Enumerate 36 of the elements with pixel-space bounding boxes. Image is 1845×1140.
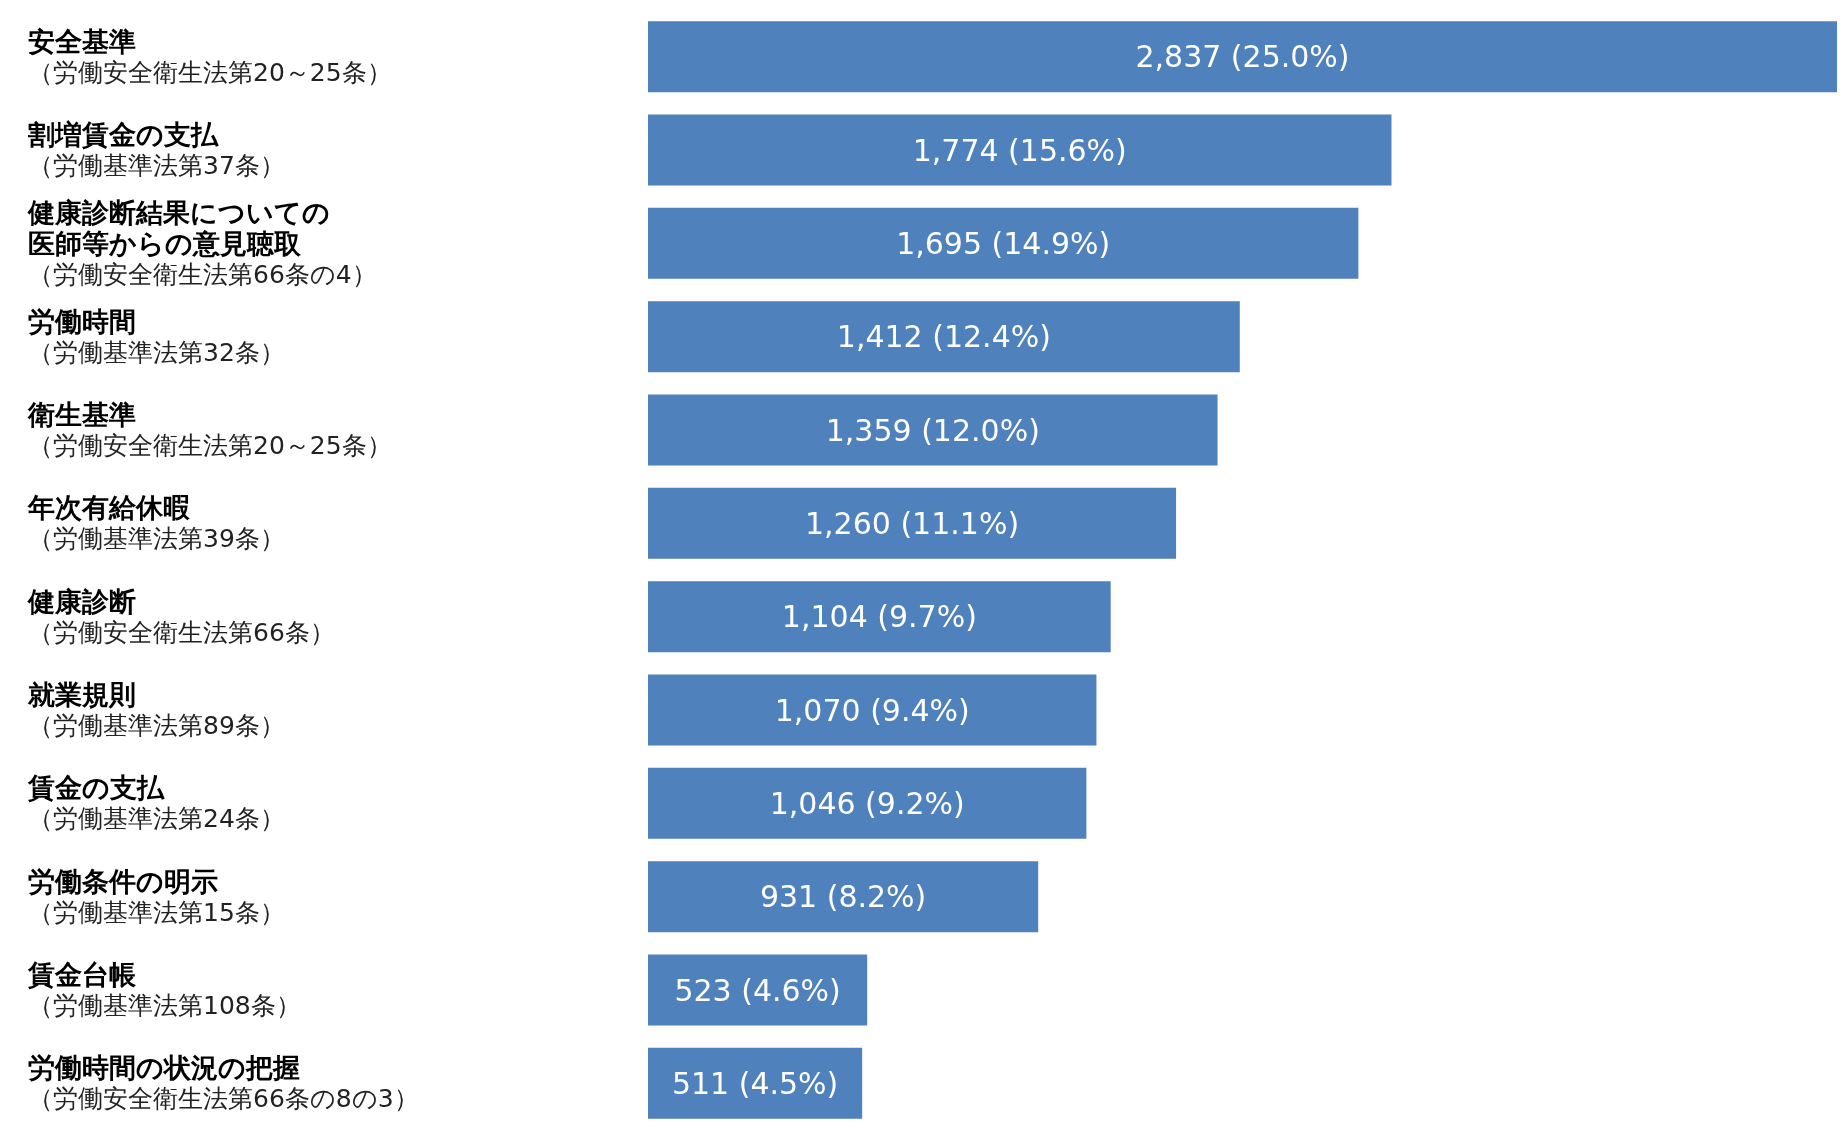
y-tick-label: 健康診断（労働安全衛生法第66条） xyxy=(27,585,335,647)
data-label: 1,412 (12.4%) xyxy=(836,319,1051,355)
bar xyxy=(648,487,1177,559)
bar xyxy=(648,114,1392,186)
bar xyxy=(648,861,1039,933)
bar xyxy=(648,767,1087,839)
y-tick-label: 衛生基準（労働安全衛生法第20～25条） xyxy=(27,399,392,460)
y-tick-label: 賃金台帳（労働基準法第108条） xyxy=(27,959,301,1020)
y-tick-label: 労働条件の明示（労働基準法第15条） xyxy=(28,865,285,927)
data-label: 523 (4.6%) xyxy=(674,972,841,1008)
data-label: 2,837 (25.0%) xyxy=(1135,39,1350,75)
y-tick-label: 安全基準（労働安全衛生法第20～25条） xyxy=(28,25,392,87)
y-tick-label: 労働時間の状況の把握（労働安全衛生法第66条の8の3） xyxy=(28,1052,419,1114)
y-tick-label: 割増賃金の支払（労働基準法第37条） xyxy=(27,119,285,180)
data-label: 1,046 (9.2%) xyxy=(769,785,965,821)
y-tick-label: 健康診断結果についての医師等からの意見聴取（労働安全衛生法第66条の4） xyxy=(27,196,377,289)
bar xyxy=(648,954,868,1026)
y-tick-label: 賃金の支払（労働基準法第24条） xyxy=(27,772,285,834)
data-label: 511 (4.5%) xyxy=(671,1065,839,1101)
data-label: 1,359 (12.0%) xyxy=(825,412,1040,448)
data-label: 931 (8.2%) xyxy=(759,879,927,915)
data-label: 1,774 (15.6%) xyxy=(912,132,1127,168)
data-label: 1,260 (11.1%) xyxy=(804,505,1020,541)
bar xyxy=(648,1047,863,1119)
y-tick-label: 年次有給休暇（労働基準法第39条） xyxy=(27,492,285,554)
bar xyxy=(648,394,1218,466)
bar xyxy=(648,207,1359,279)
data-label: 1,070 (9.4%) xyxy=(774,692,970,728)
bar xyxy=(648,581,1111,653)
bar xyxy=(648,674,1097,746)
data-label: 1,104 (9.7%) xyxy=(781,599,977,635)
bar xyxy=(648,301,1240,373)
data-label: 1,695 (14.9%) xyxy=(896,225,1111,261)
bar xyxy=(648,21,1837,93)
y-tick-label: 就業規則（労働基準法第89条） xyxy=(27,679,285,740)
y-tick-label: 労働時間（労働基準法第32条） xyxy=(28,305,285,367)
